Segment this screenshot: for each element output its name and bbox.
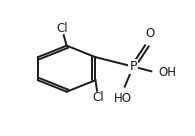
Text: P: P [129, 60, 137, 73]
Text: Cl: Cl [56, 22, 68, 35]
Text: HO: HO [114, 92, 132, 105]
Text: Cl: Cl [93, 91, 104, 104]
Text: OH: OH [158, 66, 176, 79]
Text: O: O [145, 27, 154, 40]
